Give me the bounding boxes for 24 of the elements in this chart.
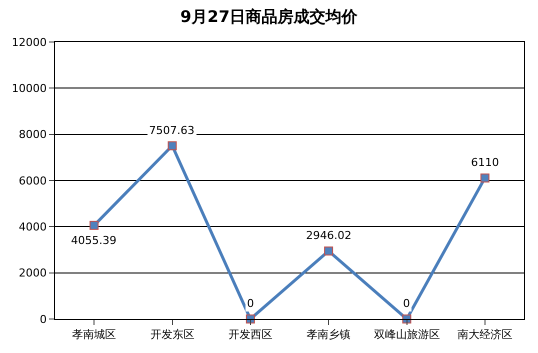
- y-tick-label: 6000: [18, 174, 47, 188]
- x-tick-label: 开发东区: [150, 328, 194, 342]
- point: [324, 246, 334, 256]
- y-tick-label: 0: [40, 312, 47, 326]
- y-tick-label: 4000: [18, 220, 47, 234]
- data-label: 2946.02: [306, 229, 352, 242]
- chart-title: 9月27日商品房成交均价: [180, 6, 359, 26]
- point: [90, 220, 99, 230]
- data-label: 4055.39: [71, 234, 116, 247]
- point: [168, 141, 177, 150]
- data-label: 0: [247, 297, 254, 310]
- x-tick-label: 孝南乡镇: [306, 328, 351, 342]
- x-tick-label: 双峰山旅游区: [374, 328, 440, 342]
- y-tick-label: 2000: [18, 266, 47, 280]
- data-label: 0: [403, 297, 410, 310]
- data-label: 6110: [471, 156, 499, 169]
- y-tick-label: 12000: [12, 36, 47, 49]
- data-label: 7507.63: [149, 124, 194, 137]
- point: [480, 173, 490, 182]
- x-tick-label: 开发西区: [228, 328, 272, 342]
- x-tick-label: 孝南城区: [72, 328, 116, 342]
- y-tick-label: 8000: [18, 128, 47, 142]
- y-tick-label: 10000: [12, 82, 47, 96]
- x-tick-label: 南大经济区: [457, 328, 512, 342]
